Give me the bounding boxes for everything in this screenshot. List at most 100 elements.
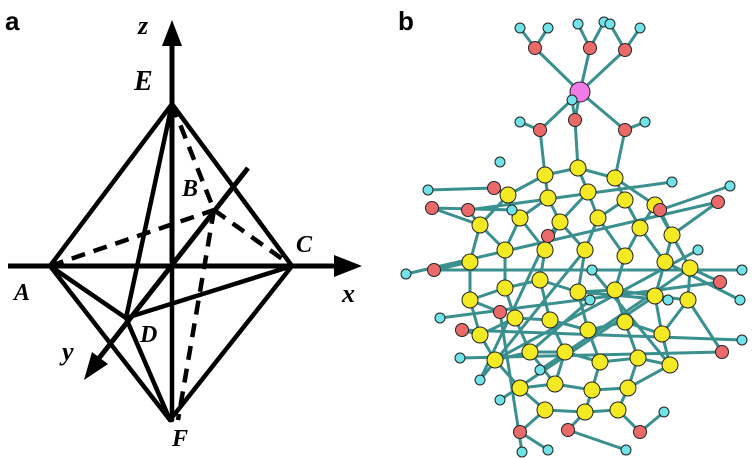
carbon-atom (616, 191, 634, 209)
hydrogen-atom (586, 264, 598, 276)
oxygen-atom (618, 43, 632, 57)
hydrogen-atom (514, 116, 526, 128)
carbon-atom (486, 351, 504, 369)
hydrogen-atom (692, 244, 704, 256)
oxygen-atom (541, 229, 555, 243)
vertex-label-E: E (133, 66, 153, 97)
hydrogen-atom (566, 94, 578, 106)
hydrogen-atom (542, 22, 554, 34)
carbon-atom (569, 159, 587, 177)
carbon-atom (656, 253, 674, 271)
carbon-atom (576, 403, 594, 421)
carbon-atom (496, 279, 514, 297)
carbon-atom (681, 259, 699, 277)
hydrogen-atom (474, 374, 486, 386)
oxygen-atom (461, 203, 475, 217)
hydrogen-atom (620, 444, 632, 456)
carbon-atom (589, 209, 607, 227)
carbon-atom (536, 241, 554, 259)
carbon-atom (461, 253, 479, 271)
panel-b: b (398, 6, 748, 458)
oxygen-atom (711, 195, 725, 209)
carbon-atom (506, 309, 524, 327)
bond (686, 298, 724, 354)
oxygen-atom (425, 201, 439, 215)
edge-DF (123, 315, 173, 423)
oxygen-atom (715, 345, 729, 359)
carbon-atom (556, 343, 574, 361)
edge-ED (123, 101, 175, 321)
oxygen-atom (583, 41, 597, 55)
carbon-atom (629, 349, 647, 367)
edge-BC-hidden (212, 208, 294, 268)
carbon-atom (653, 325, 671, 343)
carbon-atom (619, 379, 637, 397)
hydrogen-atom (542, 444, 554, 456)
panel-b-letter: b (398, 6, 414, 36)
oxygen-atom (455, 323, 469, 337)
hydrogen-atom (494, 394, 506, 406)
vertex-label-C: C (296, 232, 313, 258)
oxygen-atom (618, 123, 632, 137)
hydrogen-atom (506, 204, 518, 216)
hydrogen-atom (400, 268, 412, 280)
molecule-atoms (400, 16, 748, 458)
hydrogen-atom (516, 446, 528, 458)
carbon-atom (663, 226, 681, 244)
carbon-atom (579, 321, 597, 339)
z-axis-label: z (137, 11, 149, 40)
hydrogen-atom (666, 176, 678, 188)
oxygen-atom (561, 423, 575, 437)
edge-EB-hidden (169, 103, 217, 211)
carbon-atom (583, 381, 601, 399)
vertex-label-A: A (12, 280, 30, 306)
oxygen-atom (653, 203, 667, 217)
edge-AB-hidden (49, 207, 215, 269)
panel-a-letter: a (5, 6, 20, 36)
hydrogen-atom (534, 364, 546, 376)
carbon-atom (579, 183, 597, 201)
carbon-atom (536, 166, 554, 184)
vertex-label-B: B (181, 176, 198, 202)
hydrogen-atom (634, 22, 646, 34)
edge-EA (47, 101, 175, 269)
edge-AF (47, 263, 173, 423)
hydrogen-atom (604, 18, 616, 30)
oxygen-atom (487, 181, 501, 195)
hydrogen-atom (434, 312, 446, 324)
carbon-atom (606, 281, 624, 299)
hydrogen-atom (639, 116, 651, 128)
bond (670, 200, 720, 237)
oxygen-atom (513, 425, 527, 439)
edge-BF-hidden (175, 209, 217, 421)
y-axis-label: y (59, 337, 74, 366)
hydrogen-atom (454, 352, 466, 364)
carbon-atom (471, 216, 489, 234)
carbon-atom (646, 287, 664, 305)
carbon-atom (499, 186, 517, 204)
hydrogen-atom (584, 294, 596, 306)
carbon-atom (591, 353, 609, 371)
carbon-atom (551, 213, 569, 231)
hydrogen-atom (736, 264, 748, 276)
oxygen-atom (633, 425, 647, 439)
bond (460, 328, 744, 342)
hydrogen-atom (724, 180, 736, 192)
hydrogen-atom (514, 22, 526, 34)
hydrogen-atom (572, 18, 584, 30)
carbon-atom (576, 241, 594, 259)
oxygen-atom (528, 41, 542, 55)
carbon-atom (461, 291, 479, 309)
hydrogen-atom (734, 294, 746, 306)
hydrogen-atom (658, 406, 670, 418)
carbon-atom (546, 375, 564, 393)
y-axis-arrowhead (84, 352, 108, 380)
hydrogen-atom (736, 334, 748, 346)
oxygen-atom (713, 275, 727, 289)
bond (566, 428, 628, 452)
hydrogen-atom (662, 294, 674, 306)
carbon-atom (511, 209, 529, 227)
carbon-atom (616, 247, 634, 265)
bond (466, 180, 674, 212)
